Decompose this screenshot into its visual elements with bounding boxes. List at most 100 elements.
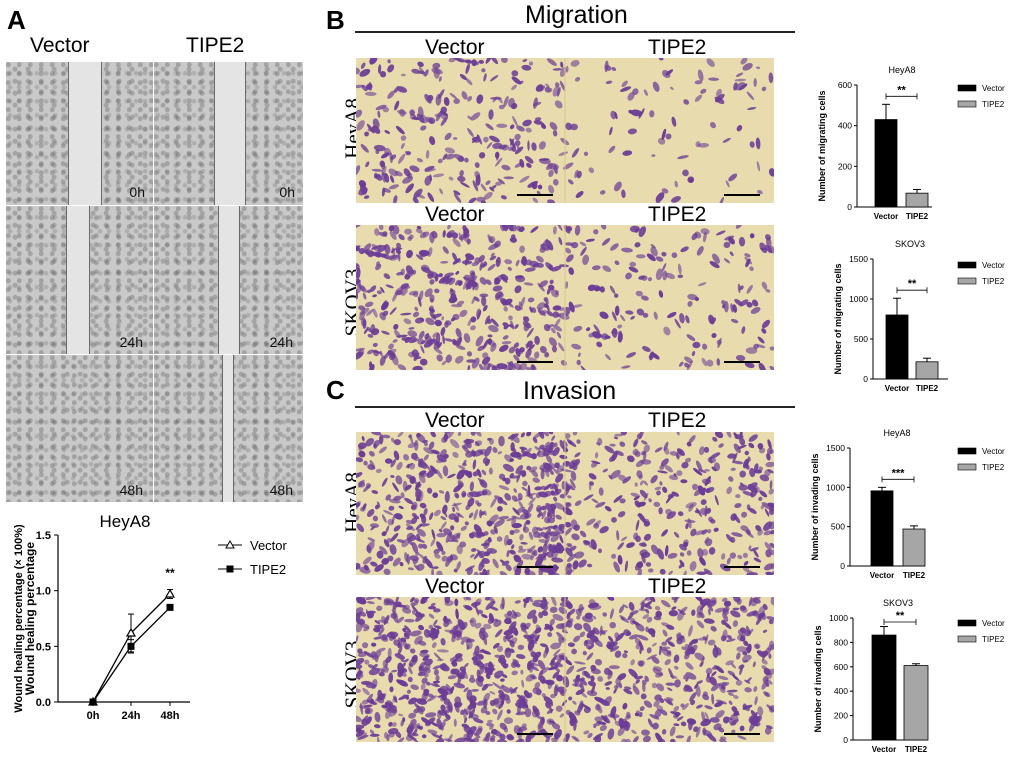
- wound-chart-ylabel: Wound healing percentage: [23, 542, 37, 695]
- panel-b-letter: B: [326, 5, 345, 36]
- bar: [872, 635, 896, 740]
- y-tick-label: 500: [854, 334, 868, 344]
- significance-mark: **: [896, 610, 905, 622]
- y-tick-label: 1000: [849, 294, 868, 304]
- invasion-heya8-micrograph: [356, 432, 774, 575]
- y-tick-label: 200: [838, 161, 852, 171]
- stained-cell: [384, 732, 388, 739]
- bar-chart-migration-skov3: SKOV3 Number of migrating cells 0 500 1000 15…: [800, 232, 1015, 402]
- chart-legend: Vector TIPE2: [958, 619, 1005, 644]
- legend-label: Vector: [982, 261, 1005, 270]
- bar-tipe2: [904, 664, 928, 740]
- x-tick-label: TIPE2: [905, 745, 928, 754]
- bar: [903, 529, 925, 566]
- stained-cell: [462, 260, 472, 264]
- invasion-col-label-vector-skov3: Vector: [425, 575, 485, 599]
- y-tick-label: 0: [863, 374, 868, 384]
- wound-gap: [66, 206, 90, 354]
- wound-image-vector-0h: 0h: [6, 62, 153, 205]
- legend-marker: [227, 566, 234, 573]
- bar-tipe2: [916, 358, 938, 379]
- bar-vector: [886, 298, 908, 379]
- legend-label: TIPE2: [982, 463, 1005, 472]
- wound-time-label: 24h: [120, 334, 143, 350]
- migration-heya8-micrograph: [356, 58, 774, 203]
- x-tick-label: TIPE2: [916, 384, 939, 393]
- legend-swatch: [958, 636, 976, 642]
- x-tick-label: Vector: [872, 745, 896, 754]
- y-tick-label: 500: [831, 522, 845, 532]
- legend-label: TIPE2: [982, 635, 1005, 644]
- y-axis-label: Number of invading cells: [813, 625, 823, 732]
- legend-swatch: [958, 101, 976, 107]
- significance-mark: ***: [892, 467, 906, 479]
- migration-col-label-vector-skov3: Vector: [425, 203, 485, 227]
- stained-cell: [476, 197, 485, 202]
- wound-image-vector-24h: 24h: [6, 206, 153, 354]
- wound-gap: [222, 355, 234, 502]
- stained-cell: [485, 737, 490, 742]
- chart-legend: Vector TIPE2: [958, 84, 1005, 109]
- panel-c-letter: C: [326, 375, 345, 406]
- wound-chart-legend: VectorTIPE2: [218, 538, 288, 577]
- legend-label: TIPE2: [982, 277, 1005, 286]
- y-tick-label: 0.0: [36, 697, 51, 709]
- stained-cell: [504, 717, 513, 724]
- stained-cell: [411, 602, 416, 606]
- chart-title: HeyA8: [883, 428, 910, 438]
- legend-label: Vector: [982, 447, 1005, 456]
- y-axis-label: Number of migrating cells: [817, 90, 827, 201]
- chart-title: SKOV3: [895, 239, 925, 249]
- scale-bar: [517, 361, 553, 363]
- wound-col-label-tipe2: TIPE2: [186, 34, 244, 58]
- stained-cell: [645, 627, 649, 633]
- wound-time-label: 0h: [279, 184, 295, 200]
- panel-a-letter: A: [7, 5, 26, 36]
- legend-swatch: [958, 464, 976, 470]
- data-point: [166, 590, 174, 597]
- stained-cell: [570, 124, 578, 131]
- bar-vector: [871, 487, 893, 566]
- wound-chart-title: HeyA8: [99, 512, 150, 531]
- scale-bar: [517, 733, 553, 735]
- bar: [875, 120, 897, 207]
- y-axis-label: Number of migrating cells: [833, 263, 843, 374]
- y-tick-label: 1500: [849, 254, 868, 264]
- wound-gap: [218, 206, 240, 354]
- y-tick-label: 0: [840, 561, 845, 571]
- y-tick-label: 0.5: [36, 641, 51, 653]
- legend-swatch: [958, 448, 976, 454]
- wound-healing-chart: HeyA8 Wound healing percentageWound heali…: [0, 505, 310, 745]
- scale-bar: [724, 733, 760, 735]
- wound-time-label: 0h: [129, 184, 145, 200]
- bar: [906, 193, 928, 207]
- bar-vector: [875, 104, 897, 207]
- legend-label: Vector: [982, 84, 1005, 93]
- legend-label: TIPE2: [982, 100, 1005, 109]
- wound-gap: [214, 62, 246, 205]
- wound-chart-ylabel-overlay: Wound healing percentage (× 100%): [13, 524, 25, 713]
- y-axis-label: Number of invading cells: [810, 453, 820, 560]
- legend-label: Vector: [982, 619, 1005, 628]
- legend-swatch: [958, 620, 976, 626]
- x-tick-label: Vector: [885, 384, 909, 393]
- chart-legend: Vector TIPE2: [958, 261, 1005, 286]
- migration-title-rule: [355, 31, 795, 33]
- x-tick-label: Vector: [870, 571, 894, 580]
- significance-mark: **: [897, 84, 906, 96]
- y-tick-label: 600: [838, 80, 852, 90]
- migration-col-label-vector: Vector: [425, 36, 485, 60]
- bar: [886, 315, 908, 379]
- y-tick-label: 1.0: [36, 586, 51, 598]
- bar-chart-migration-heya8: HeyA8Number of migrating cells0200400600…: [800, 55, 1015, 230]
- y-tick-label: 1500: [826, 443, 845, 453]
- legend-label: TIPE2: [250, 562, 286, 577]
- wound-image-tipe2-0h: 0h: [154, 62, 303, 205]
- stained-cell: [545, 646, 549, 653]
- y-tick-label: 0: [847, 202, 852, 212]
- y-tick-label: 800: [834, 637, 848, 647]
- invasion-col-label-tipe2: TIPE2: [648, 409, 706, 433]
- wound-image-vector-48h: 48h: [6, 355, 153, 502]
- y-tick-label: 1.5: [36, 530, 51, 542]
